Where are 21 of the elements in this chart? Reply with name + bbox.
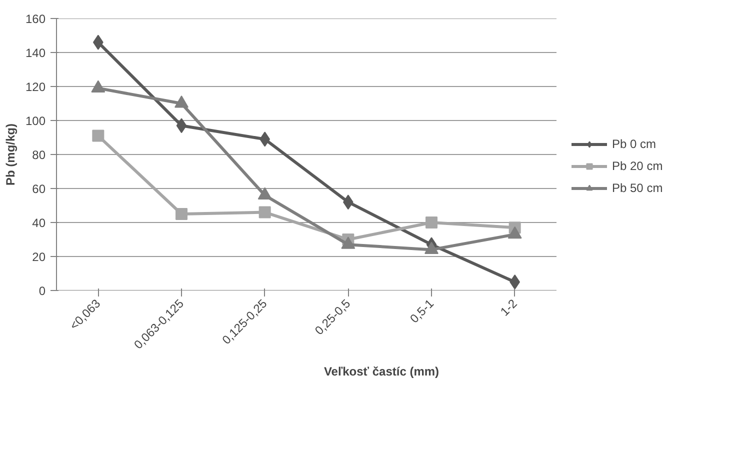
y-tick-label: 140 — [25, 46, 46, 60]
y-tick-label: 100 — [25, 114, 46, 128]
y-tick-label: 40 — [32, 216, 46, 230]
legend-label: Pb 20 cm — [612, 159, 664, 173]
y-axis-title: Pb (mg/kg) — [3, 123, 18, 186]
y-tick-label: 160 — [25, 12, 46, 26]
y-tick-label: 0 — [38, 284, 46, 298]
legend-label: Pb 50 cm — [612, 181, 664, 195]
point — [176, 118, 187, 134]
legend-label: Pb 0 cm — [612, 137, 658, 151]
y-tick-label: 120 — [25, 80, 46, 94]
y-tick-label: 20 — [32, 250, 46, 264]
x-axis-title: Veľkosť častíc (mm) — [324, 364, 440, 379]
point — [258, 206, 271, 218]
point — [510, 274, 520, 290]
y-tick-label: 80 — [32, 148, 46, 162]
point — [92, 130, 104, 142]
x-tick-label: 1-2 — [498, 296, 520, 319]
y-tick-label: 60 — [32, 182, 46, 196]
point — [426, 216, 438, 228]
point — [176, 208, 188, 220]
